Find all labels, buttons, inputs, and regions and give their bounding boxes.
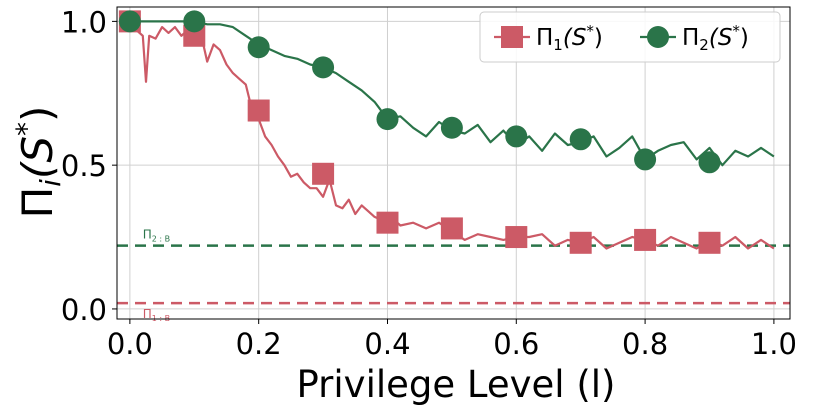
legend-label-2: Π2(S*)	[682, 22, 749, 54]
series-layer	[118, 10, 775, 254]
series-2-point-0	[118, 10, 141, 33]
legend-marker-2	[647, 26, 669, 48]
x-tick-label-1: 0.2	[236, 327, 282, 361]
series-1-point-9	[698, 231, 721, 254]
series-2-point-4	[376, 108, 399, 131]
series-1-point-6	[505, 226, 528, 249]
series-2-point-6	[505, 125, 528, 148]
series-2-point-1	[183, 10, 206, 33]
svg-text:Πi(S*): Πi(S*)	[10, 106, 67, 219]
legend: Π1(S*) Π2(S*)	[479, 11, 781, 63]
series-2-point-3	[312, 56, 335, 79]
legend-label-1: Π1(S*)	[536, 22, 603, 54]
legend-marker-1	[501, 26, 523, 48]
y-axis-label-arg: (S	[13, 136, 62, 179]
y-tick-label-0: 0.0	[61, 293, 107, 327]
series-2-point-2	[247, 36, 270, 59]
x-axis-label: Privilege Level (l)	[297, 363, 616, 406]
y-axis-label-close: )	[13, 106, 62, 122]
plot-frame	[116, 6, 791, 320]
series-2-point-9	[698, 151, 721, 174]
reference-line-label-1: Π2 : B	[143, 228, 170, 244]
y-axis-label-sup: *	[10, 122, 43, 136]
x-tick-label-2: 0.4	[364, 327, 410, 361]
series-2-point-5	[440, 116, 463, 139]
legend-frame	[479, 11, 781, 63]
y-tick-label-2: 1.0	[61, 5, 107, 39]
y-axis-label-sub: i	[34, 179, 67, 187]
series-1-point-3	[312, 162, 335, 185]
series-1-point-4	[376, 211, 399, 234]
y-axis-label-main: Π	[13, 187, 62, 219]
series-1-point-5	[440, 217, 463, 240]
axis-ticks: 0.0 0.2 0.4 0.6 0.8 1.0 0.0 0.5 1.0	[61, 5, 797, 361]
y-tick-label-1: 0.5	[61, 149, 107, 183]
x-tick-label-3: 0.6	[493, 327, 539, 361]
series-2-point-7	[569, 128, 592, 151]
series-1-point-7	[569, 231, 592, 254]
series-2-point-8	[634, 148, 657, 171]
x-tick-label-4: 0.8	[622, 327, 668, 361]
reference-line-label-2: Π1 : B	[143, 307, 170, 323]
series-1-point-8	[634, 228, 657, 251]
series-2	[118, 10, 775, 174]
x-tick-label-0: 0.0	[107, 327, 153, 361]
x-tick-label-5: 1.0	[751, 327, 797, 361]
y-axis-label: Πi(S*)	[10, 106, 67, 219]
series-1-point-2	[247, 99, 270, 122]
